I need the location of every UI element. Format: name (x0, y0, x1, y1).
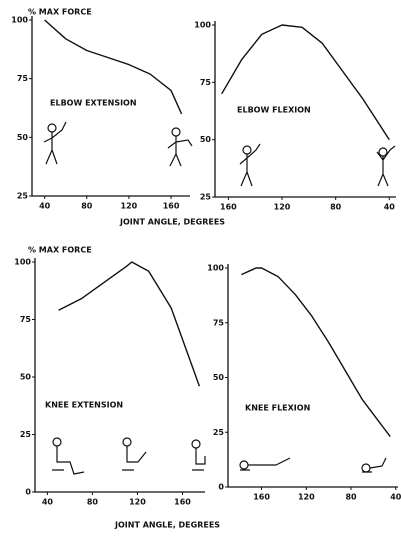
panel-title: KNEE EXTENSION (45, 401, 123, 410)
panel-title: ELBOW EXTENSION (50, 99, 137, 108)
y-tick-label: 100 (194, 21, 211, 30)
x-tick-label: 160 (174, 498, 191, 507)
x-tick-label: 120 (298, 493, 315, 502)
x-tick-label: 80 (345, 493, 357, 502)
y-tick-label: 75 (17, 74, 29, 83)
stick-figure (43, 121, 67, 165)
y-tick-label: 25 (200, 193, 212, 202)
x-tick-label: 80 (87, 498, 99, 507)
stick-figure (52, 437, 85, 475)
y-tick-label: 25 (213, 428, 225, 437)
y-tick-label: 0 (25, 488, 31, 497)
stick-figure (239, 457, 291, 471)
y-tick-label: 75 (20, 315, 32, 324)
stick-figure (361, 457, 387, 473)
force-curve (44, 19, 183, 115)
y-tick-label: 0 (218, 483, 224, 492)
x-axis-label: JOINT ANGLE, DEGREES (119, 218, 225, 227)
y-tick-label: 50 (200, 135, 212, 144)
y-tick-label: 75 (213, 318, 225, 327)
x-tick-label: 80 (81, 202, 93, 211)
stick-figure (239, 143, 261, 187)
y-tick-label: 25 (20, 430, 32, 439)
x-tick-label: 80 (330, 203, 342, 212)
x-tick-label: 40 (39, 202, 51, 211)
y-tick-label: 100 (14, 258, 31, 267)
axes (227, 264, 398, 488)
panel-title: KNEE FLEXION (245, 404, 310, 413)
x-tick-label: 160 (220, 203, 237, 212)
stick-figure (167, 127, 193, 167)
stick-figure (122, 437, 147, 471)
y-axis-label: % MAX FORCE (28, 8, 92, 17)
x-tick-label: 160 (163, 202, 180, 211)
x-axis-label: JOINT ANGLE, DEGREES (114, 521, 220, 530)
y-tick-label: 50 (17, 133, 29, 142)
y-tick-label: 50 (213, 373, 225, 382)
force-curve (58, 261, 201, 387)
y-tick-label: 75 (200, 78, 212, 87)
force-curve (241, 267, 391, 438)
stick-figure (191, 439, 206, 471)
stick-figure (376, 145, 396, 187)
y-axis-label: % MAX FORCE (28, 246, 92, 255)
x-tick-label: 120 (121, 202, 138, 211)
x-tick-label: 120 (129, 498, 146, 507)
y-tick-label: 50 (20, 373, 32, 382)
panel-title: ELBOW FLEXION (237, 106, 311, 115)
x-tick-label: 160 (253, 493, 270, 502)
y-tick-label: 100 (207, 264, 224, 273)
force-curve (221, 24, 390, 141)
x-tick-label: 40 (390, 493, 401, 502)
stick-figures (43, 121, 396, 475)
x-tick-label: 40 (42, 498, 54, 507)
axes (34, 258, 205, 493)
y-tick-label: 100 (11, 16, 28, 25)
x-tick-label: 120 (274, 203, 291, 212)
x-tick-label: 40 (384, 203, 396, 212)
y-tick-label: 25 (17, 192, 29, 201)
